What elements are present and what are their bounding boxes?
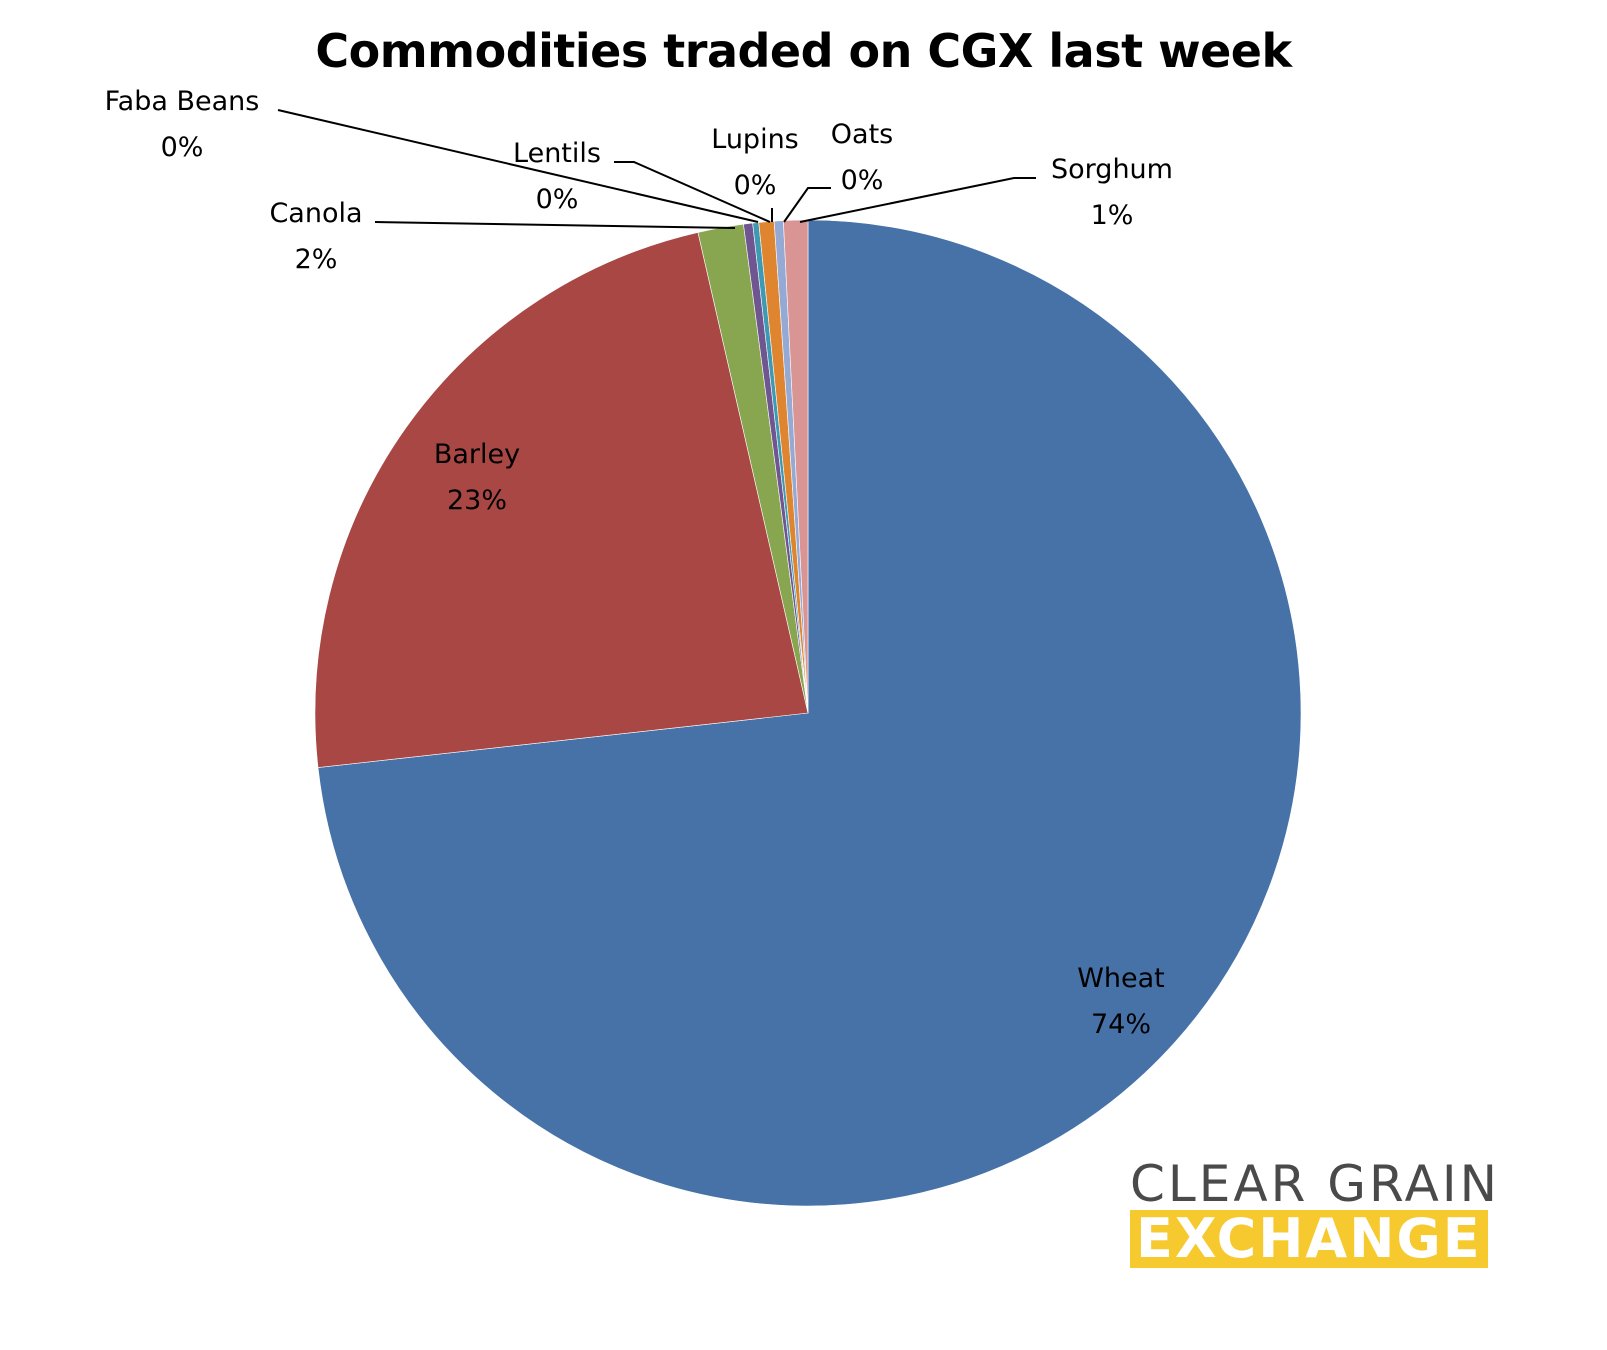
- data-label-name-lentils: Lentils: [513, 138, 601, 169]
- leader-line-lentils: [614, 161, 771, 223]
- leader-lines: [277, 109, 1036, 229]
- data-label-percent-lupins: 0%: [734, 170, 777, 201]
- data-labels: Wheat 74% Barley 23% Canola 2% Faba Beans 0% Len…: [105, 86, 1173, 1040]
- leader-line-sorghum: [799, 177, 1036, 223]
- leader-line-canola: [374, 221, 736, 229]
- pie-slice-wheat: [317, 219, 1302, 1207]
- data-label-percent-oats: 0%: [841, 165, 884, 196]
- leader-line-oats: [783, 187, 831, 223]
- logo-text-exchange: EXCHANGE: [1130, 1210, 1488, 1268]
- data-label-name-wheat: Wheat: [1077, 963, 1165, 994]
- pie-slice-barley: [314, 232, 809, 768]
- logo-text-clear-grain: CLEAR GRAIN: [1130, 1155, 1501, 1213]
- data-label-percent-wheat: 74%: [1091, 1009, 1151, 1040]
- pie-slices: [314, 219, 1302, 1207]
- data-label-name-canola: Canola: [269, 198, 362, 229]
- data-label-name-lupins: Lupins: [711, 124, 799, 155]
- data-label-percent-sorghum: 1%: [1091, 200, 1134, 231]
- data-label-percent-faba-beans: 0%: [161, 132, 204, 163]
- chart-title: Commodities traded on CGX last week: [315, 24, 1292, 78]
- clear-grain-exchange-logo: CLEAR GRAIN EXCHANGE: [1130, 1158, 1520, 1268]
- leader-line-faba-beans: [277, 109, 759, 223]
- data-label-name-faba-beans: Faba Beans: [105, 86, 260, 117]
- data-label-percent-canola: 2%: [295, 244, 338, 275]
- data-label-name-oats: Oats: [831, 119, 893, 150]
- data-label-percent-lentils: 0%: [536, 184, 579, 215]
- data-label-name-sorghum: Sorghum: [1051, 154, 1173, 185]
- data-label-name-barley: Barley: [434, 439, 520, 470]
- data-label-percent-barley: 23%: [447, 485, 507, 516]
